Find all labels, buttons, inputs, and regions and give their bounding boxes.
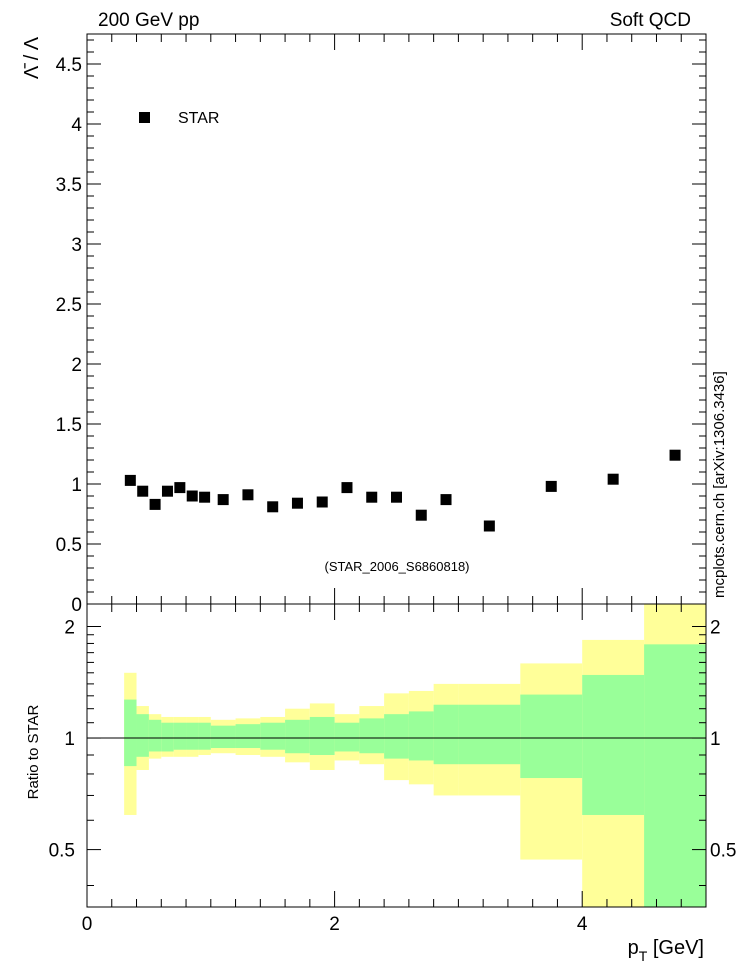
ratio-plot-frame	[86, 603, 707, 908]
data-point	[483, 520, 495, 532]
band-inner	[384, 714, 409, 759]
main-y-tick-label: 4.5	[56, 55, 82, 76]
x-tick-label: 4	[577, 914, 588, 935]
data-point	[137, 485, 149, 497]
data-point	[545, 480, 557, 492]
band-inner	[210, 725, 236, 749]
band-inner	[198, 722, 211, 750]
data-point	[669, 449, 681, 461]
main-plot-y-ticks: 0 0.5 1 1.5 2 2.5 3 3.5 4 4.5	[56, 39, 706, 616]
legend-marker-star	[139, 112, 150, 123]
main-y-tick-label: 0.5	[56, 535, 82, 556]
band-inner	[260, 722, 286, 750]
main-plot-data-points	[124, 449, 681, 532]
band-inner	[309, 716, 335, 756]
header-right-label: Soft QCD	[610, 10, 691, 31]
ratio-uncertainty-bands	[124, 604, 706, 907]
data-point	[607, 473, 619, 485]
main-y-tick-label: 3.5	[56, 175, 82, 196]
main-plot-y-axis-label: Λ̄ / Λ	[21, 36, 43, 79]
main-y-tick-label: 3	[71, 235, 82, 256]
main-y-tick-label: 1.5	[56, 415, 82, 436]
data-point	[415, 509, 427, 521]
analysis-label: (STAR_2006_S6860818)	[324, 559, 469, 574]
band-inner	[582, 674, 645, 815]
band-inner	[644, 644, 706, 907]
main-y-tick-label: 4	[71, 115, 82, 136]
legend-label-star: STAR	[178, 110, 219, 127]
ratio-plot-panel: 0.5 0.51 12 20 2 4 Ratio to STAR pT [GeV]	[25, 34, 736, 964]
ratio-y-tick-label: 2	[64, 617, 75, 638]
ratio-y-tick-label-right: 2	[710, 617, 721, 638]
data-point	[440, 494, 452, 506]
data-point	[291, 497, 303, 509]
x-tick-label: 2	[329, 914, 340, 935]
band-inner	[124, 699, 137, 767]
data-point	[161, 485, 173, 497]
main-plot-panel: 0 0.5 1 1.5 2 2.5 3 3.5 4 4.5 Λ̄ / Λ STAR (STAR_2…	[21, 33, 707, 616]
x-axis-label: pT [GeV]	[628, 937, 704, 964]
main-y-tick-label: 1	[71, 475, 82, 496]
band-inner	[285, 719, 310, 754]
data-point	[124, 474, 136, 486]
band-inner	[408, 711, 434, 761]
data-point	[341, 482, 353, 494]
data-point	[267, 501, 279, 513]
data-point	[242, 489, 254, 501]
data-point	[186, 490, 198, 502]
ratio-plot-ticks: 0.5 0.51 12 20 2 4	[49, 34, 736, 935]
band-inner	[433, 704, 459, 765]
data-point	[149, 498, 161, 510]
main-y-tick-label: 2	[71, 355, 82, 376]
band-inner	[235, 724, 261, 749]
x-tick-label: 0	[82, 914, 93, 935]
main-y-tick-label: 0	[71, 595, 82, 616]
band-inner	[186, 722, 199, 750]
band-inner	[173, 722, 187, 750]
ratio-y-tick-label-right: 0.5	[710, 841, 736, 862]
band-inner	[148, 719, 162, 752]
data-point	[391, 491, 402, 503]
ratio-y-tick-label: 0.5	[49, 841, 75, 862]
band-inner	[334, 722, 360, 752]
data-point	[217, 494, 229, 506]
data-point	[366, 491, 378, 503]
band-inner	[458, 704, 521, 765]
band-inner	[359, 718, 385, 754]
band-inner	[520, 694, 583, 779]
band-inner	[136, 714, 149, 757]
data-point	[316, 496, 328, 508]
data-point	[199, 491, 211, 503]
header-left-label: 200 GeV pp	[98, 10, 199, 31]
band-inner	[161, 722, 174, 752]
data-point	[174, 482, 186, 494]
mcplots-watermark: mcplots.cern.ch [arXiv:1306.3436]	[711, 371, 728, 598]
ratio-plot-y-axis-label: Ratio to STAR	[25, 704, 42, 799]
ratio-y-tick-label: 1	[64, 729, 75, 750]
ratio-y-tick-label-right: 1	[710, 729, 721, 750]
main-y-tick-label: 2.5	[56, 295, 82, 316]
